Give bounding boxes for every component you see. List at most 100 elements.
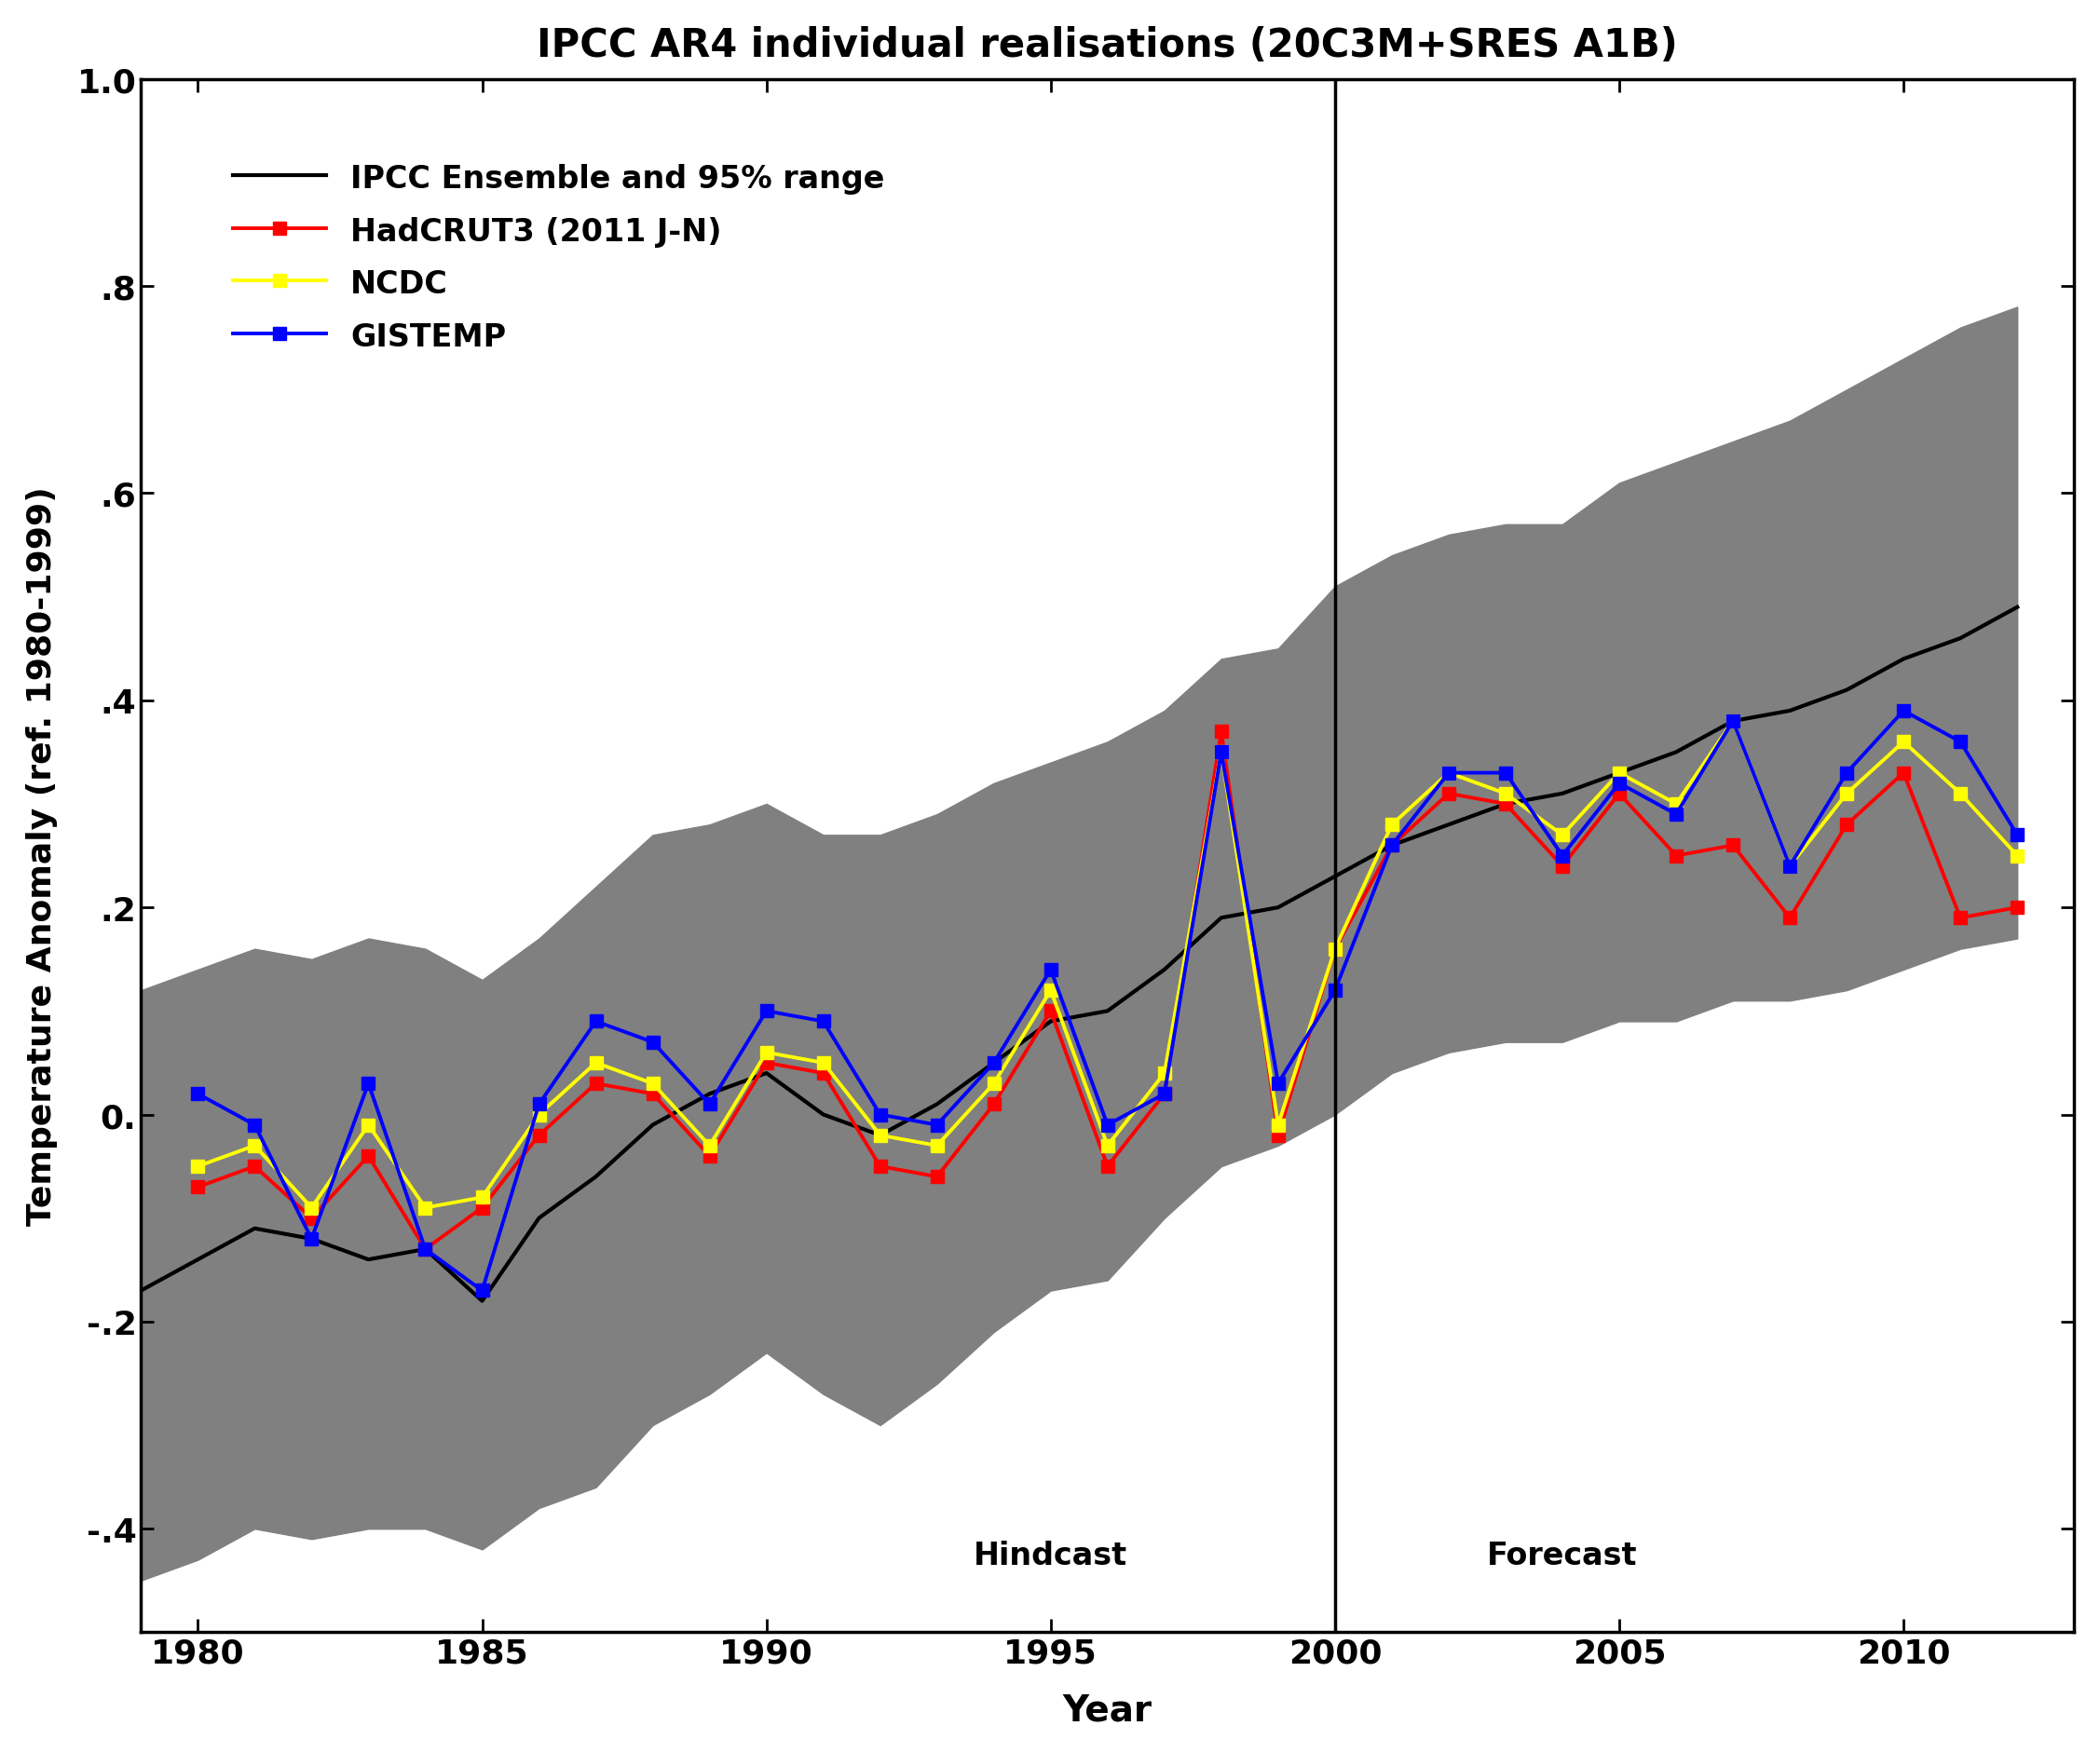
IPCC Ensemble and 95% range — [867, 1125, 892, 1146]
GISTEMP — [414, 1239, 439, 1260]
NCDC — [1493, 784, 1518, 805]
HadCRUT3 (2011 J-N) — [1890, 763, 1915, 784]
NCDC — [1663, 794, 1688, 815]
NCDC — [1833, 784, 1858, 805]
NCDC — [1890, 731, 1915, 752]
IPCC Ensemble and 95% range — [1777, 701, 1802, 722]
NCDC — [414, 1197, 439, 1218]
IPCC Ensemble and 95% range — [1720, 712, 1745, 733]
GISTEMP — [242, 1115, 267, 1136]
HadCRUT3 (2011 J-N) — [1663, 845, 1688, 866]
IPCC Ensemble and 95% range — [1151, 959, 1176, 980]
NCDC — [640, 1073, 666, 1094]
IPCC Ensemble and 95% range — [1380, 834, 1405, 855]
IPCC Ensemble and 95% range — [1037, 1011, 1063, 1033]
HadCRUT3 (2011 J-N) — [697, 1146, 722, 1167]
IPCC Ensemble and 95% range — [1210, 908, 1235, 929]
GISTEMP — [754, 1001, 779, 1022]
IPCC Ensemble and 95% range — [1949, 628, 1974, 649]
HadCRUT3 (2011 J-N) — [414, 1239, 439, 1260]
GISTEMP — [527, 1094, 552, 1115]
GISTEMP — [1720, 712, 1745, 733]
HadCRUT3 (2011 J-N) — [355, 1146, 380, 1167]
GISTEMP — [470, 1280, 496, 1301]
IPCC Ensemble and 95% range — [1266, 898, 1292, 919]
GISTEMP — [640, 1033, 666, 1054]
NCDC — [2005, 845, 2031, 866]
GISTEMP — [1094, 1115, 1119, 1136]
IPCC Ensemble and 95% range — [242, 1218, 267, 1239]
IPCC Ensemble and 95% range — [128, 1280, 153, 1301]
GISTEMP — [1550, 845, 1575, 866]
NCDC — [1151, 1062, 1176, 1083]
IPCC Ensemble and 95% range — [1323, 866, 1348, 887]
HadCRUT3 (2011 J-N) — [584, 1073, 609, 1094]
IPCC Ensemble and 95% range — [298, 1229, 323, 1250]
HadCRUT3 (2011 J-N) — [1037, 1001, 1063, 1022]
GISTEMP — [867, 1104, 892, 1125]
GISTEMP — [1493, 763, 1518, 784]
IPCC Ensemble and 95% range — [640, 1115, 666, 1136]
NCDC — [1949, 784, 1974, 805]
HadCRUT3 (2011 J-N) — [1151, 1083, 1176, 1104]
X-axis label: Year: Year — [1063, 1692, 1153, 1727]
NCDC — [754, 1043, 779, 1064]
GISTEMP — [1833, 763, 1858, 784]
HadCRUT3 (2011 J-N) — [1266, 1125, 1292, 1146]
HadCRUT3 (2011 J-N) — [981, 1094, 1006, 1115]
NCDC — [1210, 742, 1235, 763]
HadCRUT3 (2011 J-N) — [1094, 1155, 1119, 1176]
GISTEMP — [1663, 805, 1688, 826]
GISTEMP — [2005, 826, 2031, 847]
GISTEMP — [697, 1094, 722, 1115]
IPCC Ensemble and 95% range — [584, 1166, 609, 1187]
NCDC — [811, 1052, 836, 1073]
IPCC Ensemble and 95% range — [1606, 763, 1632, 784]
HadCRUT3 (2011 J-N) — [1493, 794, 1518, 815]
Y-axis label: Temperature Anomaly (ref. 1980-1999): Temperature Anomaly (ref. 1980-1999) — [25, 487, 57, 1225]
GISTEMP — [1037, 959, 1063, 980]
NCDC — [867, 1125, 892, 1146]
Title: IPCC AR4 individual realisations (20C3M+SRES A1B): IPCC AR4 individual realisations (20C3M+… — [538, 26, 1678, 65]
GISTEMP — [1323, 980, 1348, 1001]
NCDC — [584, 1052, 609, 1073]
HadCRUT3 (2011 J-N) — [298, 1208, 323, 1229]
Text: Hindcast: Hindcast — [974, 1539, 1128, 1571]
NCDC — [1777, 855, 1802, 876]
GISTEMP — [1949, 731, 1974, 752]
GISTEMP — [298, 1229, 323, 1250]
NCDC — [1606, 763, 1632, 784]
NCDC — [298, 1197, 323, 1218]
IPCC Ensemble and 95% range — [1436, 815, 1462, 836]
NCDC — [1550, 826, 1575, 847]
Line: GISTEMP: GISTEMP — [191, 705, 2024, 1297]
HadCRUT3 (2011 J-N) — [1777, 908, 1802, 929]
GISTEMP — [924, 1115, 949, 1136]
IPCC Ensemble and 95% range — [1663, 742, 1688, 763]
NCDC — [355, 1115, 380, 1136]
HadCRUT3 (2011 J-N) — [924, 1166, 949, 1187]
NCDC — [185, 1155, 210, 1176]
Line: IPCC Ensemble and 95% range: IPCC Ensemble and 95% range — [141, 608, 2018, 1301]
NCDC — [924, 1136, 949, 1157]
IPCC Ensemble and 95% range — [924, 1094, 949, 1115]
HadCRUT3 (2011 J-N) — [1436, 784, 1462, 805]
HadCRUT3 (2011 J-N) — [640, 1083, 666, 1104]
HadCRUT3 (2011 J-N) — [527, 1125, 552, 1146]
NCDC — [1720, 712, 1745, 733]
HadCRUT3 (2011 J-N) — [754, 1052, 779, 1073]
HadCRUT3 (2011 J-N) — [1550, 855, 1575, 876]
NCDC — [1266, 1115, 1292, 1136]
HadCRUT3 (2011 J-N) — [867, 1155, 892, 1176]
IPCC Ensemble and 95% range — [1550, 784, 1575, 805]
Line: HadCRUT3 (2011 J-N): HadCRUT3 (2011 J-N) — [191, 726, 2024, 1255]
IPCC Ensemble and 95% range — [754, 1062, 779, 1083]
IPCC Ensemble and 95% range — [355, 1250, 380, 1271]
HadCRUT3 (2011 J-N) — [1323, 938, 1348, 959]
GISTEMP — [185, 1083, 210, 1104]
HadCRUT3 (2011 J-N) — [1606, 784, 1632, 805]
HadCRUT3 (2011 J-N) — [242, 1155, 267, 1176]
NCDC — [1094, 1136, 1119, 1157]
GISTEMP — [1210, 742, 1235, 763]
GISTEMP — [584, 1011, 609, 1033]
